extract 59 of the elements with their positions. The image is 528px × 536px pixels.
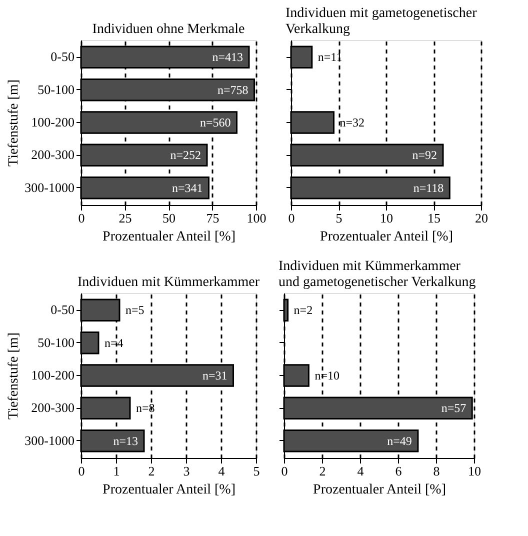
annotation: n=10 <box>314 368 340 382</box>
y-axis-title: Tiefenstufe [m] <box>6 332 22 420</box>
annotation: n=758 <box>217 82 248 97</box>
chart-title: Individuen mit Kümmerkammer <box>78 275 260 290</box>
x-tick-label: 10 <box>380 210 393 226</box>
x-tick-label: 20 <box>475 210 488 226</box>
annotation: n=560 <box>200 116 231 130</box>
annotation: n=413 <box>212 50 243 64</box>
x-tick-label: 6 <box>395 464 402 478</box>
y-axis-title: Tiefenstufe [m] <box>6 80 22 166</box>
y-tick-label: 200-300 <box>31 147 74 162</box>
annotation: n=57 <box>441 401 466 416</box>
y-tick-label: 50-100 <box>38 334 74 350</box>
annotation: n=8 <box>136 401 155 416</box>
x-tick-label: 4 <box>357 464 364 478</box>
y-tick-label: 100-200 <box>31 114 74 130</box>
y-tick-label: 300-1000 <box>24 432 74 448</box>
x-tick-label: 0 <box>288 210 295 226</box>
x-tick-label: 0 <box>78 464 85 478</box>
x-tick-label: 3 <box>183 464 190 478</box>
x-tick-label: 15 <box>428 210 440 226</box>
y-tick-label: 200-300 <box>31 400 74 416</box>
x-tick-label: 4 <box>218 464 226 478</box>
x-axis-title: Prozentualer Anteil [%] <box>102 482 236 498</box>
annotation: n=4 <box>104 336 124 350</box>
x-tick-label: 25 <box>118 210 132 226</box>
chart-title: Individuen ohne Merkmale <box>92 22 245 37</box>
x-tick-label: 50 <box>162 210 176 226</box>
annotation: n=341 <box>172 180 203 195</box>
x-axis-title: Prozentualer Anteil [%] <box>313 482 446 498</box>
x-tick-label: 0 <box>78 210 85 226</box>
y-tick-label: 100-200 <box>31 368 74 382</box>
annotation: n=31 <box>202 368 228 382</box>
annotation: n=5 <box>126 303 144 318</box>
x-tick-label: 0 <box>281 464 288 478</box>
x-tick-label: 2 <box>148 464 155 478</box>
annotation: n=13 <box>113 434 138 448</box>
y-tick-label: 0-50 <box>50 302 74 318</box>
chart-title: Individuen mit gametogenetischer Verkalkung <box>286 6 478 37</box>
y-tick-label: 300-1000 <box>24 180 74 195</box>
x-axis-title: Prozentualer Anteil [%] <box>102 230 236 244</box>
chart-title: Individuen mit Kümmerkammer und gametogenetischer Verkalkung <box>278 259 476 290</box>
x-tick-label: 10 <box>468 464 481 478</box>
x-tick-label: 5 <box>253 464 260 478</box>
y-tick-label: 50-100 <box>38 82 74 97</box>
annotation: n=118 <box>413 180 444 195</box>
x-tick-label: 1 <box>113 464 120 478</box>
x-axis-title: Prozentualer Anteil [%] <box>320 230 453 244</box>
x-tick-label: 5 <box>336 210 342 226</box>
annotation: n=252 <box>170 148 201 162</box>
annotation: n=2 <box>294 303 313 318</box>
annotation: n=32 <box>340 116 365 130</box>
x-tick-label: 75 <box>206 210 220 226</box>
x-tick-label: 100 <box>246 210 266 226</box>
y-tick-label: 0-50 <box>50 49 74 64</box>
x-tick-label: 8 <box>433 464 440 478</box>
annotation: n=92 <box>412 148 437 162</box>
x-tick-label: 2 <box>319 464 326 478</box>
annotation: n=49 <box>387 434 412 448</box>
